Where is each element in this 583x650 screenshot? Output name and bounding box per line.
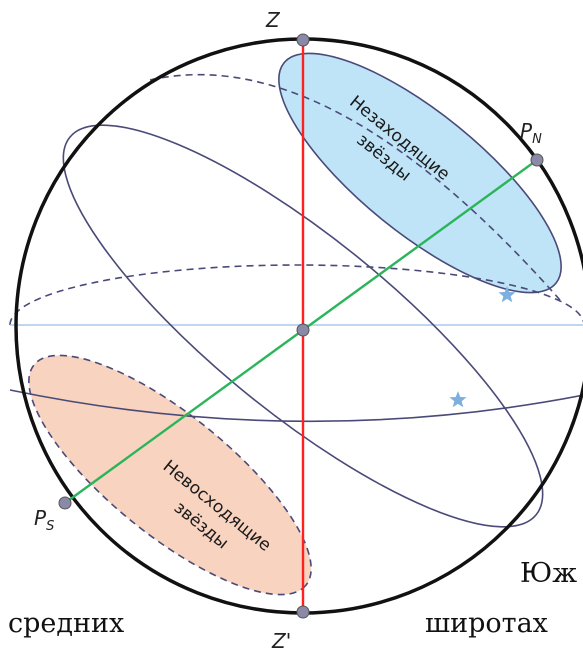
page-text-right: широтах <box>425 608 548 639</box>
south-pole-label: PS <box>34 506 54 534</box>
star-icon <box>449 391 467 408</box>
south-pole-point <box>58 496 72 510</box>
star-daily-path <box>9 389 583 423</box>
celestial-equator <box>62 124 544 528</box>
never-rising-region <box>28 354 312 596</box>
north-pole-label: PN <box>520 119 542 147</box>
nadir-label: Z' <box>271 629 291 650</box>
circumpolar-region <box>278 52 562 294</box>
horizon-back-arc <box>9 264 583 326</box>
center-point <box>296 323 310 337</box>
north-pole-point <box>530 153 544 167</box>
nadir-point <box>296 605 310 619</box>
star-icon <box>498 286 516 303</box>
page-text-left: средних <box>8 608 125 639</box>
zenith-point <box>296 33 310 47</box>
equator-back-arc <box>149 73 561 301</box>
page-text-fragment: Юж <box>520 558 578 589</box>
zenith-label: Z <box>265 8 281 32</box>
